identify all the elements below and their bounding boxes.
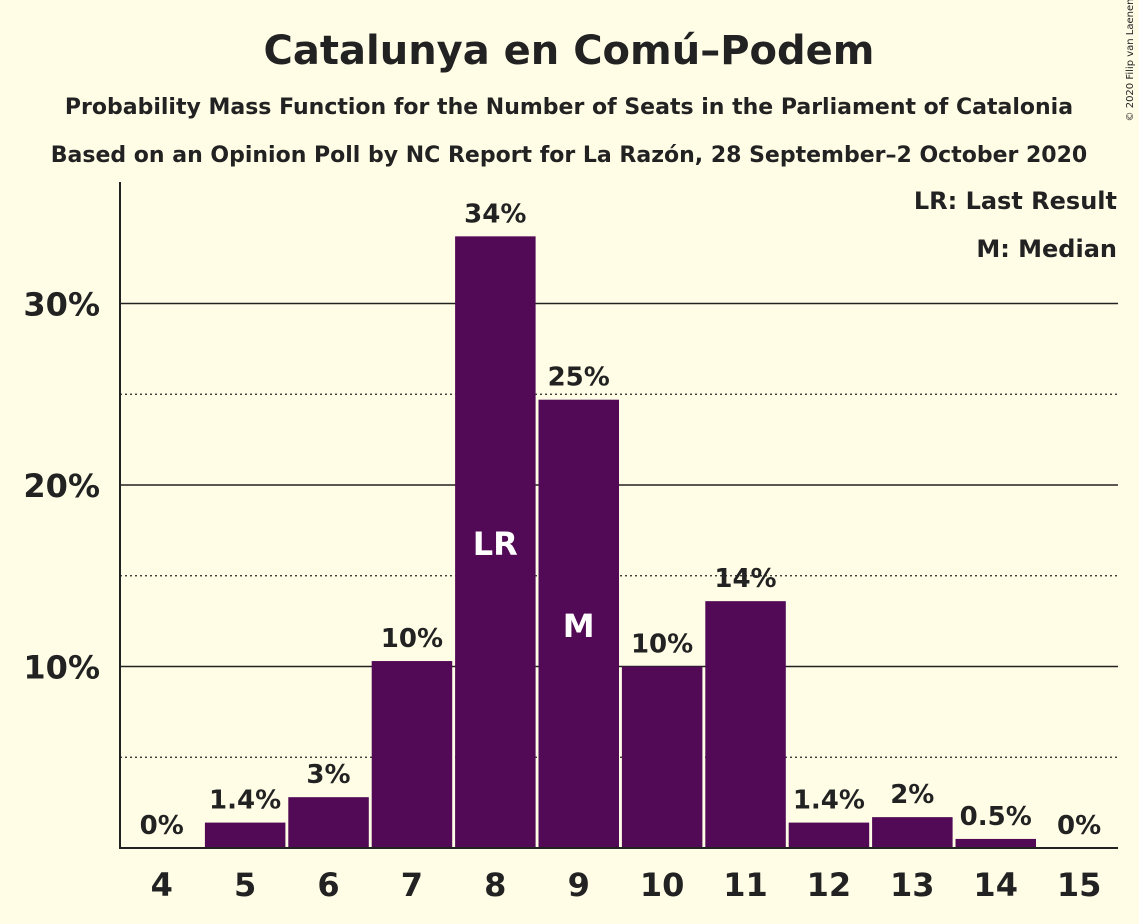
data-label-9: 25%	[548, 363, 610, 393]
bar-5	[204, 822, 286, 848]
bar-12	[788, 822, 870, 848]
data-label-14: 0.5%	[960, 802, 1032, 832]
legend: LR: Last Result M: Median	[914, 187, 1117, 263]
data-label-12: 1.4%	[793, 786, 865, 816]
bar-6	[288, 797, 369, 848]
x-tick-label: 4	[151, 866, 173, 904]
x-tick-label: 7	[401, 866, 423, 904]
y-tick-label: 30%	[23, 286, 100, 324]
data-labels: 0% 1.4% 3% 10% 34% 25% 10% 14% 1.4% 2% 0.5% 0%	[140, 199, 1102, 841]
x-tick-label: 9	[568, 866, 590, 904]
x-tick-label: 12	[807, 866, 852, 904]
data-label-10: 10%	[631, 630, 693, 660]
data-label-8: 34%	[464, 199, 526, 229]
chart-source: Based on an Opinion Poll by NC Report fo…	[51, 143, 1087, 168]
x-axis-ticks: 4 5 6 7 8 9 10 11 12 13 14 15	[151, 866, 1102, 904]
x-tick-label: 8	[484, 866, 506, 904]
x-tick-label: 6	[317, 866, 339, 904]
chart-title: Catalunya en Comú–Podem	[264, 28, 875, 74]
bars	[204, 236, 1036, 849]
x-tick-label: 14	[973, 866, 1018, 904]
data-label-7: 10%	[381, 624, 443, 654]
data-label-11: 14%	[714, 564, 776, 594]
bar-8	[455, 236, 536, 849]
y-tick-label: 20%	[23, 467, 100, 505]
bar-13	[872, 817, 953, 848]
bar-14	[955, 838, 1036, 848]
x-tick-label: 15	[1057, 866, 1102, 904]
marker-lr: LR	[473, 525, 518, 563]
x-tick-label: 10	[640, 866, 685, 904]
x-tick-label: 11	[723, 866, 768, 904]
legend-entry: LR: Last Result	[914, 187, 1117, 215]
bar-markers: LR M	[473, 525, 595, 645]
chart-subtitle: Probability Mass Function for the Number…	[65, 95, 1073, 120]
data-label-13: 2%	[890, 780, 934, 810]
copyright-note: © 2020 Filip van Laenen	[1125, 0, 1136, 121]
data-label-15: 0%	[1057, 811, 1101, 841]
bar-9	[538, 399, 619, 848]
data-label-6: 3%	[306, 760, 350, 790]
y-axis-ticks: 10% 20% 30%	[23, 286, 100, 687]
data-label-4: 0%	[140, 811, 184, 841]
data-label-5: 1.4%	[209, 786, 281, 816]
y-tick-label: 10%	[23, 649, 100, 687]
x-tick-label: 13	[890, 866, 935, 904]
legend-entry: M: Median	[976, 235, 1117, 263]
bar-11	[705, 601, 786, 848]
bar-7	[371, 661, 453, 848]
bar-10	[621, 666, 703, 848]
marker-m: M	[563, 607, 595, 645]
x-tick-label: 5	[234, 866, 256, 904]
